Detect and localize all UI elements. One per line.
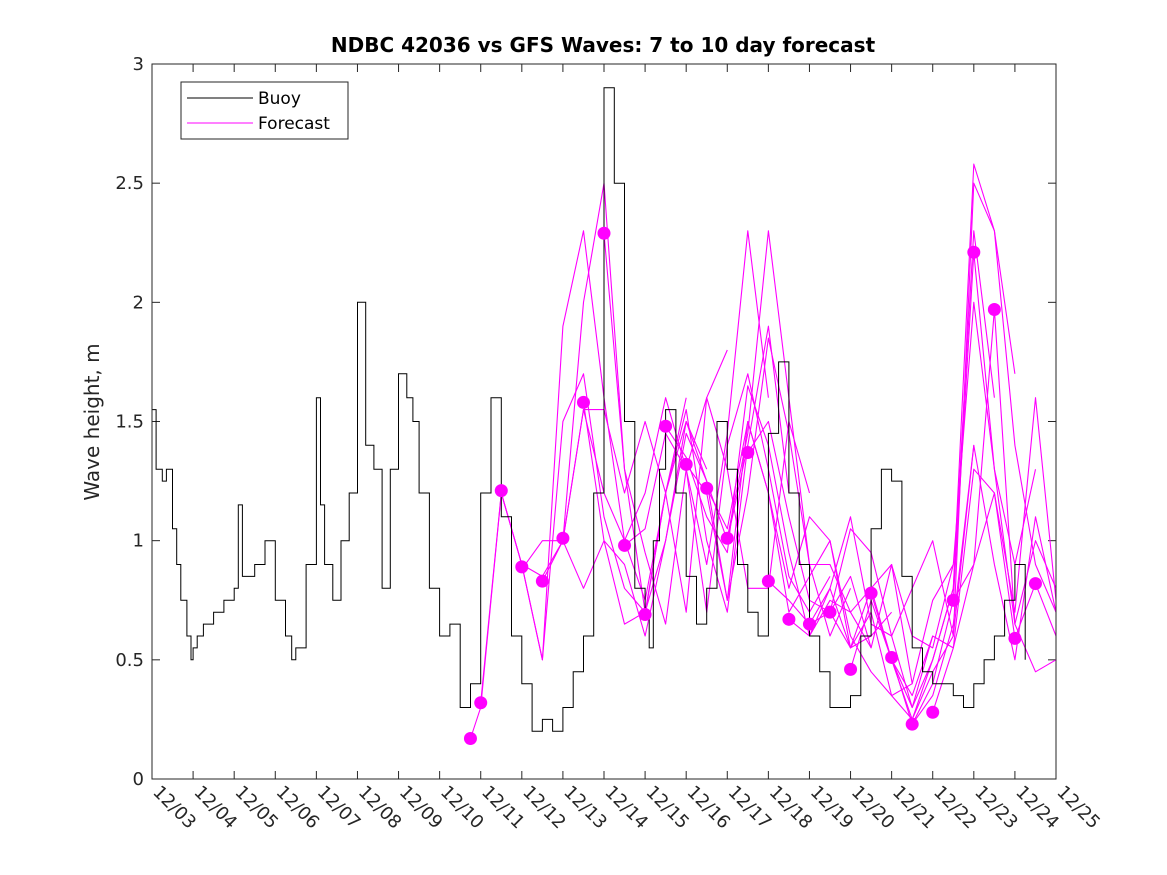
legend-box (180, 81, 349, 140)
y-tick-label: 0.5 (115, 650, 144, 671)
forecast-marker (556, 531, 570, 545)
forecast-marker (474, 696, 488, 710)
forecast-marker (1028, 577, 1042, 591)
forecast-marker (987, 302, 1001, 316)
chart-title: NDBC 42036 vs GFS Waves: 7 to 10 day for… (331, 33, 876, 57)
forecast-marker (638, 608, 652, 622)
y-tick-label: 2.5 (115, 173, 144, 194)
y-tick-label: 1.5 (115, 412, 144, 433)
forecast-marker (515, 560, 529, 574)
forecast-marker (700, 481, 714, 495)
forecast-marker (905, 717, 919, 731)
forecast-marker (844, 662, 858, 676)
forecast-marker (946, 593, 960, 607)
forecast-marker (741, 445, 755, 459)
forecast-marker (802, 617, 816, 631)
forecast-marker (782, 612, 796, 626)
series-layer (152, 87, 1057, 745)
forecast-run-line (562, 230, 769, 566)
y-axis-label: Wave height, m (80, 343, 104, 500)
forecast-run-line (829, 301, 1037, 685)
y-axis: 0 0.5 1 1.5 2 2.5 3 (115, 54, 1056, 790)
forecast-marker (864, 586, 878, 600)
forecast-marker (823, 605, 837, 619)
forecast-marker (761, 574, 775, 588)
forecast-run-line (747, 420, 954, 649)
forecast-marker (494, 484, 508, 498)
legend: Buoy Forecast (180, 81, 349, 140)
legend-forecast-label: Forecast (258, 114, 330, 134)
forecast-marker (926, 705, 940, 719)
forecast-marker (618, 538, 632, 552)
legend-buoy-label: Buoy (258, 89, 301, 109)
plot-frame (151, 63, 1057, 780)
forecast-marker (720, 531, 734, 545)
buoy-series-line (152, 87, 1026, 732)
forecast-run-line (952, 492, 1057, 639)
forecast-marker (659, 419, 673, 433)
forecast-marker (576, 395, 590, 409)
forecast-marker (597, 226, 611, 240)
forecast-marker (535, 574, 549, 588)
forecast-run-line (644, 337, 852, 637)
forecast-run-line (726, 230, 934, 709)
y-tick-label: 2 (133, 292, 144, 313)
forecast-marker (885, 650, 899, 664)
forecast-run-line (521, 349, 728, 613)
y-tick-label: 1 (133, 531, 144, 552)
forecast-marker (1008, 631, 1022, 645)
y-tick-label: 3 (133, 54, 144, 75)
forecast-run-line (685, 420, 893, 649)
forecast-marker (679, 457, 693, 471)
forecast-marker (967, 245, 981, 259)
forecast-marker (463, 731, 477, 745)
forecast-run-line (706, 420, 913, 697)
y-tick-label: 0 (133, 769, 144, 790)
